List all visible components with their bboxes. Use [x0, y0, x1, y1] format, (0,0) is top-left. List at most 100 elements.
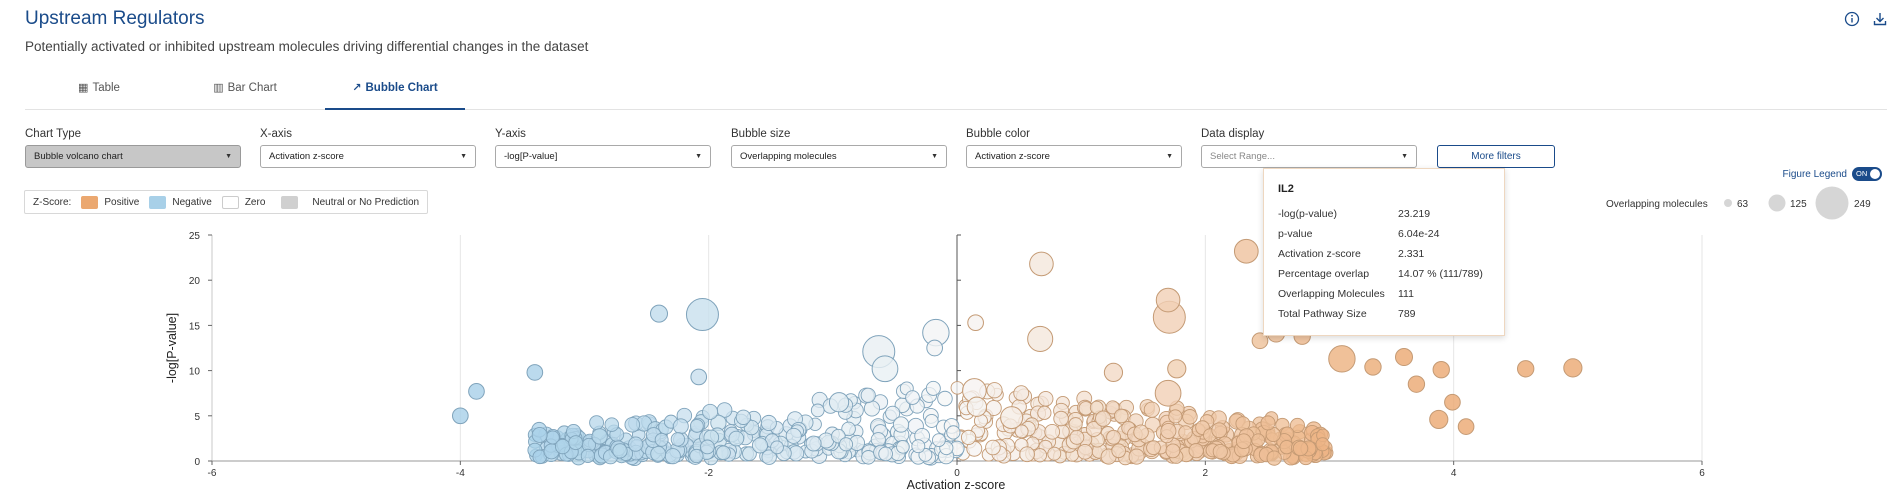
y-axis-control: Y-axis -log[P-value] ▼	[495, 128, 711, 168]
data-point	[1053, 410, 1069, 427]
data-point	[892, 416, 910, 433]
data-point	[672, 418, 689, 435]
data-point	[628, 436, 644, 452]
data-point	[1178, 425, 1193, 440]
data-point	[1563, 358, 1583, 378]
y-tick-label: 5	[194, 412, 200, 423]
zero-swatch	[221, 195, 239, 209]
data-point	[1251, 332, 1269, 350]
data-point	[1432, 361, 1450, 379]
bubble-chart-icon: ↗	[352, 82, 362, 94]
zscore-legend: Z-Score: Positive Negative Zero Neutral …	[24, 190, 429, 214]
data-point	[1044, 423, 1061, 440]
info-icon[interactable]	[1844, 11, 1860, 27]
bar-chart-icon: ▥	[213, 82, 224, 94]
data-point	[1457, 418, 1475, 435]
data-point	[1212, 444, 1228, 460]
y-tick-label: 10	[189, 367, 201, 378]
data-point	[1233, 238, 1259, 264]
negative-swatch	[149, 195, 167, 209]
data-point	[1111, 443, 1127, 459]
size-legend-value-medium: 125	[1790, 199, 1807, 210]
bubble-size-select[interactable]: Overlapping molecules ▼	[731, 145, 947, 168]
data-point	[568, 435, 584, 451]
data-point	[950, 381, 965, 395]
data-point	[960, 429, 977, 445]
data-point	[743, 419, 760, 436]
data-point	[554, 438, 571, 455]
tab-table[interactable]: ▦ Table	[39, 74, 159, 110]
data-point	[1032, 448, 1047, 463]
data-point	[828, 392, 850, 413]
y-axis-label: -log[P-value]	[165, 313, 179, 383]
data-point	[650, 445, 667, 462]
data-point	[1013, 385, 1030, 402]
size-legend-medium	[1768, 194, 1786, 212]
data-point	[689, 418, 704, 433]
more-filters-button[interactable]: More filters	[1437, 145, 1555, 168]
data-point	[468, 383, 485, 400]
size-legend: Overlapping molecules 63 125 249	[1606, 186, 1871, 220]
tab-bubble-chart[interactable]: ↗ Bubble Chart	[325, 74, 465, 110]
tab-bar-chart[interactable]: ▥ Bar Chart	[185, 74, 305, 110]
data-point	[1047, 446, 1062, 461]
data-point	[1160, 422, 1177, 439]
y-tick-label: 0	[194, 457, 200, 468]
size-legend-small	[1724, 199, 1732, 207]
data-point	[1167, 359, 1187, 379]
data-point	[716, 445, 731, 461]
data-point	[1014, 424, 1029, 439]
data-point	[735, 409, 752, 425]
x-axis-control: X-axis Activation z-score ▼	[260, 128, 476, 168]
data-point	[966, 396, 988, 417]
data-point	[1077, 443, 1093, 460]
chart-type-select[interactable]: Bubble volcano chart ▼	[25, 145, 241, 168]
top-icons	[1844, 11, 1888, 27]
figure-legend-toggle[interactable]: ON	[1852, 167, 1882, 181]
data-point	[985, 439, 1001, 456]
data-point	[664, 448, 681, 465]
x-tick-label: -6	[208, 468, 217, 479]
page-header: Upstream Regulators Potentially activate…	[25, 8, 588, 54]
data-point	[580, 448, 595, 464]
tooltip-row: Activation z-score 2.331	[1278, 248, 1425, 260]
data-point	[531, 426, 548, 443]
x-tick-label: -4	[456, 468, 465, 479]
data-point	[1155, 287, 1181, 313]
data-point	[742, 446, 757, 462]
data-point	[1103, 362, 1124, 383]
table-icon: ▦	[78, 82, 89, 94]
page-subtitle: Potentially activated or inhibited upstr…	[25, 39, 589, 54]
data-point	[878, 446, 893, 462]
data-point	[1444, 393, 1461, 411]
data-display-select[interactable]: Select Range... ▼	[1201, 145, 1417, 168]
data-point	[526, 364, 544, 381]
y-axis-select[interactable]: -log[P-value] ▼	[495, 145, 711, 168]
tooltip-row: Total Pathway Size 789	[1278, 308, 1416, 320]
data-point	[728, 430, 745, 447]
bubble-color-select[interactable]: Activation z-score ▼	[966, 145, 1182, 168]
data-point	[905, 390, 920, 405]
download-icon[interactable]	[1872, 11, 1888, 27]
data-point	[1394, 348, 1414, 367]
data-point	[1146, 440, 1161, 456]
data-point	[924, 413, 939, 428]
chart-bubbles	[451, 238, 1583, 467]
data-point	[685, 298, 719, 332]
x-tick-label: 4	[1451, 468, 1457, 479]
caret-down-icon: ▼	[1166, 153, 1173, 160]
data-point	[1289, 417, 1305, 433]
data-point	[624, 416, 641, 433]
data-point	[1133, 424, 1149, 440]
tooltip-row: Percentage overlap 14.07 % (111/789)	[1278, 268, 1483, 280]
data-point	[1027, 325, 1054, 352]
data-point	[785, 427, 802, 444]
view-tabs: ▦ Table ▥ Bar Chart ↗ Bubble Chart	[25, 74, 1887, 110]
data-point	[1000, 406, 1024, 430]
tooltip-row: Overlapping Molecules 111	[1278, 288, 1414, 300]
x-axis-select[interactable]: Activation z-score ▼	[260, 145, 476, 168]
y-tick-label: 15	[189, 321, 201, 332]
data-point	[871, 355, 899, 383]
data-point	[700, 439, 715, 455]
